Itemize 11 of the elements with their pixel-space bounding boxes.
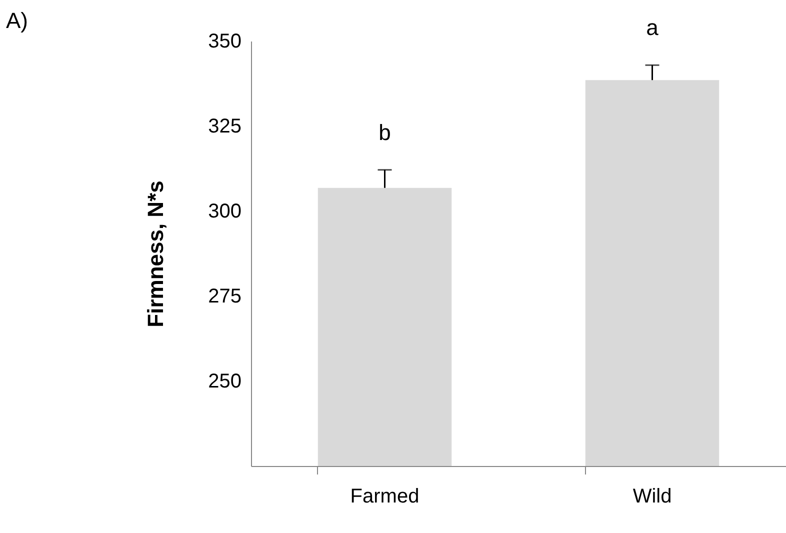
annotation: b <box>378 120 391 145</box>
text: A) <box>6 8 28 33</box>
y-tick-label: 325 <box>208 116 242 138</box>
text: a <box>646 15 660 40</box>
x-tick-label: Farmed <box>350 486 420 508</box>
y-axis-title: Firmness, N*s <box>143 180 168 328</box>
y-tick-label: 250 <box>208 370 242 392</box>
y-tick-label: 300 <box>208 200 242 222</box>
x-tick-label: Wild <box>632 486 672 508</box>
y-tick-label: 275 <box>208 286 242 308</box>
y-tick-label: 350 <box>208 30 242 52</box>
